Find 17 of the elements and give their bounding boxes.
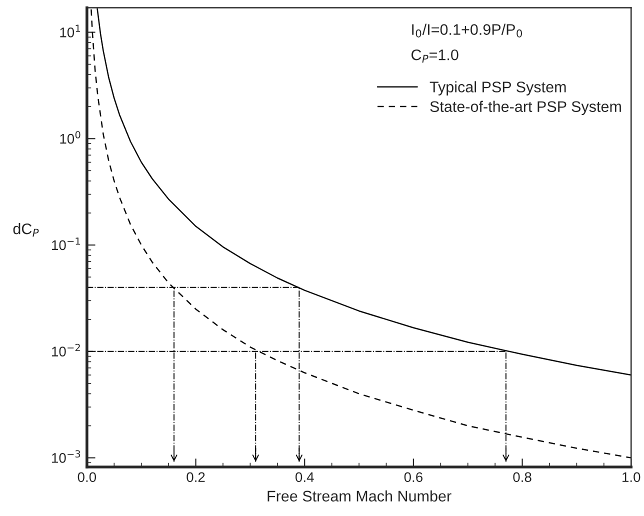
x-tick-label: 0.2	[186, 472, 205, 482]
x-axis-title: Free Stream Mach Number	[268, 490, 452, 502]
y-axis-title: dC$_{P}$	[13, 223, 39, 237]
legend-label: Typical PSP System	[430, 81, 566, 96]
annotation: I$_{0}$/I=0.1+0.9P/P$_{0}$	[412, 24, 522, 38]
y-tick-label: 10$^{−3}$	[52, 450, 80, 463]
annotation: C$_{P}$=1.0	[412, 49, 458, 63]
x-tick-label: 0.0	[78, 472, 96, 482]
x-tick-label: 0.6	[404, 472, 422, 482]
x-tick-label: 0.4	[296, 472, 314, 482]
y-tick-label: 10$^{−1}$	[52, 238, 80, 250]
y-tick-label: 10$^{−2}$	[52, 344, 80, 356]
y-tick-label: 10$^{0}$	[60, 131, 80, 144]
legend-label: State-of-the-art PSP System	[430, 100, 621, 116]
x-tick-label: 0.8	[513, 472, 532, 482]
y-tick-label: 10$^{1}$	[60, 24, 80, 38]
x-tick-label: 1.0	[622, 472, 640, 482]
